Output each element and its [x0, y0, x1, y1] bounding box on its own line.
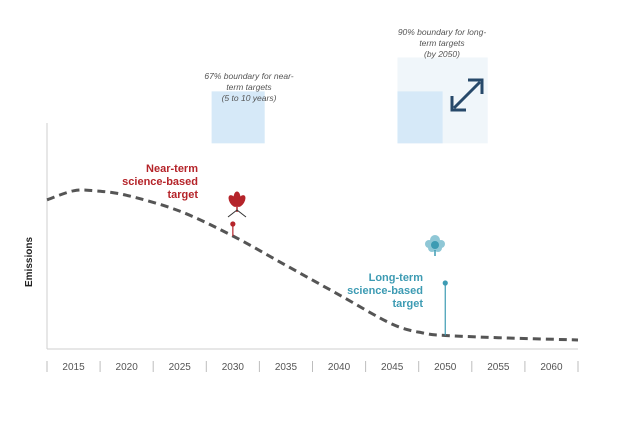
- tree-icon: [425, 235, 445, 256]
- long-term-boundary-box: [397, 91, 443, 144]
- emissions-series-line: [46, 188, 579, 342]
- x-tick-label: 2035: [275, 362, 298, 373]
- long-term-target-dot: [442, 280, 448, 286]
- near-note-line-2: term targets: [226, 82, 272, 92]
- near-note-line-3: (5 to 10 years): [222, 93, 277, 103]
- long-term-target-label: Long-term science-based target: [347, 272, 423, 310]
- x-tick-label: 2030: [222, 362, 245, 373]
- near-target-line-1: Near-term: [146, 163, 198, 175]
- long-target-line-3: target: [392, 298, 423, 310]
- x-tick-label: 2025: [169, 362, 192, 373]
- long-target-line-1: Long-term: [369, 272, 424, 284]
- x-tick-label: 2020: [116, 362, 139, 373]
- x-tick-label: 2015: [62, 362, 85, 373]
- near-target-line-3: target: [167, 189, 198, 201]
- x-tick-label: 2050: [434, 362, 457, 373]
- near-term-boundary-box: [211, 91, 265, 144]
- x-tick-label: 2045: [381, 362, 404, 373]
- x-tick-label: 2060: [540, 362, 563, 373]
- double-arrow-icon: [450, 78, 484, 112]
- x-tick-label: 2055: [487, 362, 510, 373]
- near-term-target-dot: [230, 221, 236, 227]
- long-term-boundary-note: 90% boundary for long- term targets (by …: [398, 27, 487, 59]
- near-target-line-2: science-based: [122, 176, 198, 188]
- near-note-line-1: 67% boundary for near-: [204, 71, 293, 81]
- long-target-line-2: science-based: [347, 285, 423, 297]
- long-note-line-3: (by 2050): [424, 49, 460, 59]
- x-axis-ticks: 2015 2020 2025 2030 2035 2040 2045 2050 2055 2060: [46, 361, 579, 373]
- sprout-icon: [227, 191, 247, 218]
- near-term-boundary-note: 67% boundary for near- term targets (5 t…: [204, 71, 293, 103]
- long-note-line-1: 90% boundary for long-: [398, 27, 487, 37]
- y-axis-label: Emissions: [24, 237, 35, 287]
- x-tick-label: 2040: [328, 362, 351, 373]
- long-note-line-2: term targets: [419, 38, 465, 48]
- near-term-target-label: Near-term science-based target: [122, 163, 198, 201]
